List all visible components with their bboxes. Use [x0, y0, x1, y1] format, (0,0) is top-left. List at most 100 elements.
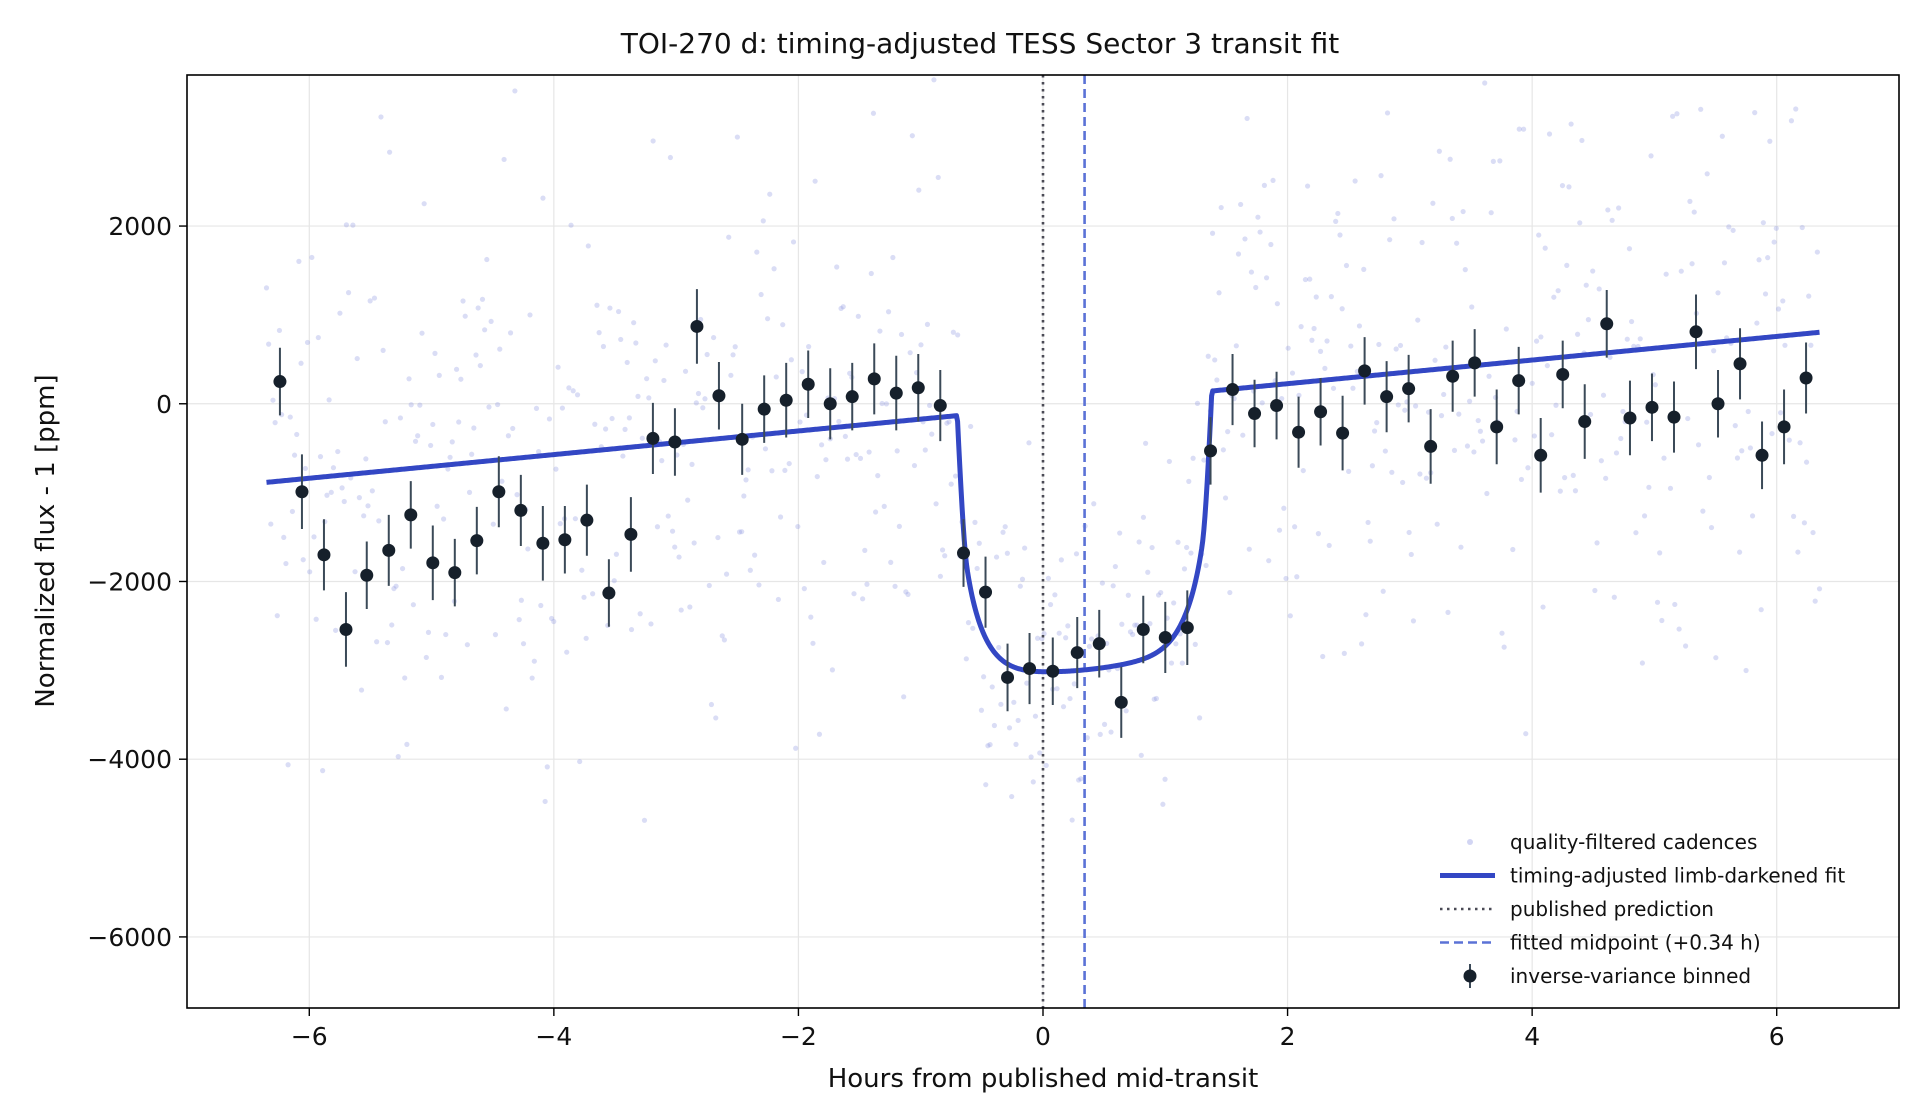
- binned-point: [624, 497, 638, 572]
- cadence-point: [1566, 184, 1572, 190]
- binned-point: [1270, 371, 1284, 440]
- x-tick-label: −2: [780, 1022, 817, 1051]
- cadence-point: [1518, 476, 1525, 483]
- cadence-point: [568, 222, 574, 228]
- cadence-point: [384, 639, 391, 646]
- binned-point: [1226, 354, 1240, 426]
- cadence-point: [1162, 776, 1168, 782]
- cadence-point: [736, 529, 743, 535]
- binned-point: [492, 456, 506, 528]
- cadence-point: [503, 706, 509, 712]
- cadence-point: [499, 478, 505, 484]
- cadence-point: [1760, 220, 1766, 226]
- cadence-point: [1242, 236, 1248, 242]
- cadence-point: [1313, 294, 1319, 300]
- cadence-point: [1253, 284, 1259, 291]
- binned-marker: [735, 432, 749, 446]
- cadence-point: [1035, 635, 1041, 641]
- cadence-point: [300, 557, 306, 563]
- cadence-point: [1069, 817, 1075, 823]
- cadence-point: [566, 385, 572, 391]
- cadence-point: [823, 457, 829, 463]
- cadence-point: [1393, 346, 1399, 352]
- cadence-point: [1527, 24, 1532, 29]
- cadence-point: [505, 433, 512, 439]
- cadence-point: [898, 331, 905, 338]
- cadence-point: [1216, 290, 1222, 296]
- cadence-point: [1397, 342, 1404, 349]
- cadence-point: [689, 461, 695, 467]
- binned-marker: [801, 377, 815, 391]
- cadence-point: [1263, 275, 1270, 281]
- cadence-point: [572, 516, 578, 522]
- binned-marker: [1534, 448, 1548, 462]
- cadence-point: [918, 342, 924, 348]
- cadence-point: [484, 256, 490, 263]
- cadence-point: [1422, 61, 1427, 66]
- cadence-point: [540, 195, 546, 201]
- cadence-point: [1287, 613, 1293, 619]
- cadence-point: [1190, 455, 1196, 461]
- legend-swatch: [1463, 969, 1477, 983]
- cadence-point: [531, 658, 537, 664]
- cadence-point: [1374, 420, 1380, 426]
- cadence-point: [283, 560, 289, 567]
- cadence-point: [723, 571, 730, 577]
- cadence-point: [1475, 417, 1481, 424]
- cadence-point: [780, 322, 786, 328]
- binned-marker: [911, 381, 925, 395]
- cadence-point: [1084, 735, 1090, 741]
- binned-point: [911, 354, 925, 422]
- binned-marker: [1711, 397, 1725, 411]
- cadence-point: [356, 495, 362, 501]
- cadence-point: [1011, 699, 1017, 705]
- binned-marker: [1248, 407, 1262, 421]
- binned-point: [1114, 666, 1128, 738]
- cadence-point: [1138, 752, 1144, 758]
- cadence-point: [1639, 660, 1645, 666]
- cadence-point: [1099, 580, 1105, 586]
- cadence-point: [633, 340, 639, 346]
- cadence-point: [1205, 353, 1211, 359]
- cadence-point: [1661, 455, 1667, 461]
- binned-marker: [360, 568, 374, 582]
- cadence-point: [836, 418, 842, 425]
- cadence-point: [268, 521, 274, 527]
- cadence-point: [302, 465, 308, 472]
- cadence-point: [1013, 741, 1019, 747]
- cadence-point: [974, 565, 980, 572]
- cadence-point: [1017, 583, 1023, 589]
- cadence-point: [618, 336, 624, 343]
- cadence-point: [1557, 488, 1563, 494]
- cadence-point: [1030, 779, 1036, 785]
- binned-marker: [1755, 448, 1769, 462]
- legend-label: quality-filtered cadences: [1510, 830, 1757, 854]
- cadence-point: [1533, 338, 1540, 344]
- cadence-point: [1626, 246, 1633, 252]
- cadence-point: [1300, 467, 1306, 474]
- cadence-point: [877, 328, 883, 334]
- binned-marker: [273, 375, 287, 389]
- cadence-point: [389, 622, 395, 628]
- cadence-point: [1363, 612, 1369, 618]
- cadence-point: [1646, 484, 1652, 490]
- cadence-point: [1168, 660, 1175, 666]
- cadence-point: [777, 514, 784, 520]
- binned-point: [339, 592, 353, 667]
- fit-curve: [265, 329, 1821, 675]
- cadence-point: [345, 290, 352, 296]
- cadence-point: [1443, 344, 1449, 350]
- binned-point: [779, 362, 793, 438]
- cadence-point: [397, 415, 404, 421]
- cadence-point: [1670, 113, 1676, 119]
- binned-point: [1468, 329, 1482, 397]
- cadence-point: [1218, 204, 1224, 211]
- cadence-point: [911, 462, 918, 469]
- y-axis: −6000 −4000 −2000 0 2000: [87, 212, 187, 952]
- cadence-point: [1097, 731, 1103, 737]
- cadence-point: [622, 426, 628, 432]
- cadence-point: [704, 351, 710, 358]
- cadence-point: [1402, 407, 1408, 413]
- cadence-point: [479, 296, 486, 302]
- cadence-point: [1715, 290, 1721, 296]
